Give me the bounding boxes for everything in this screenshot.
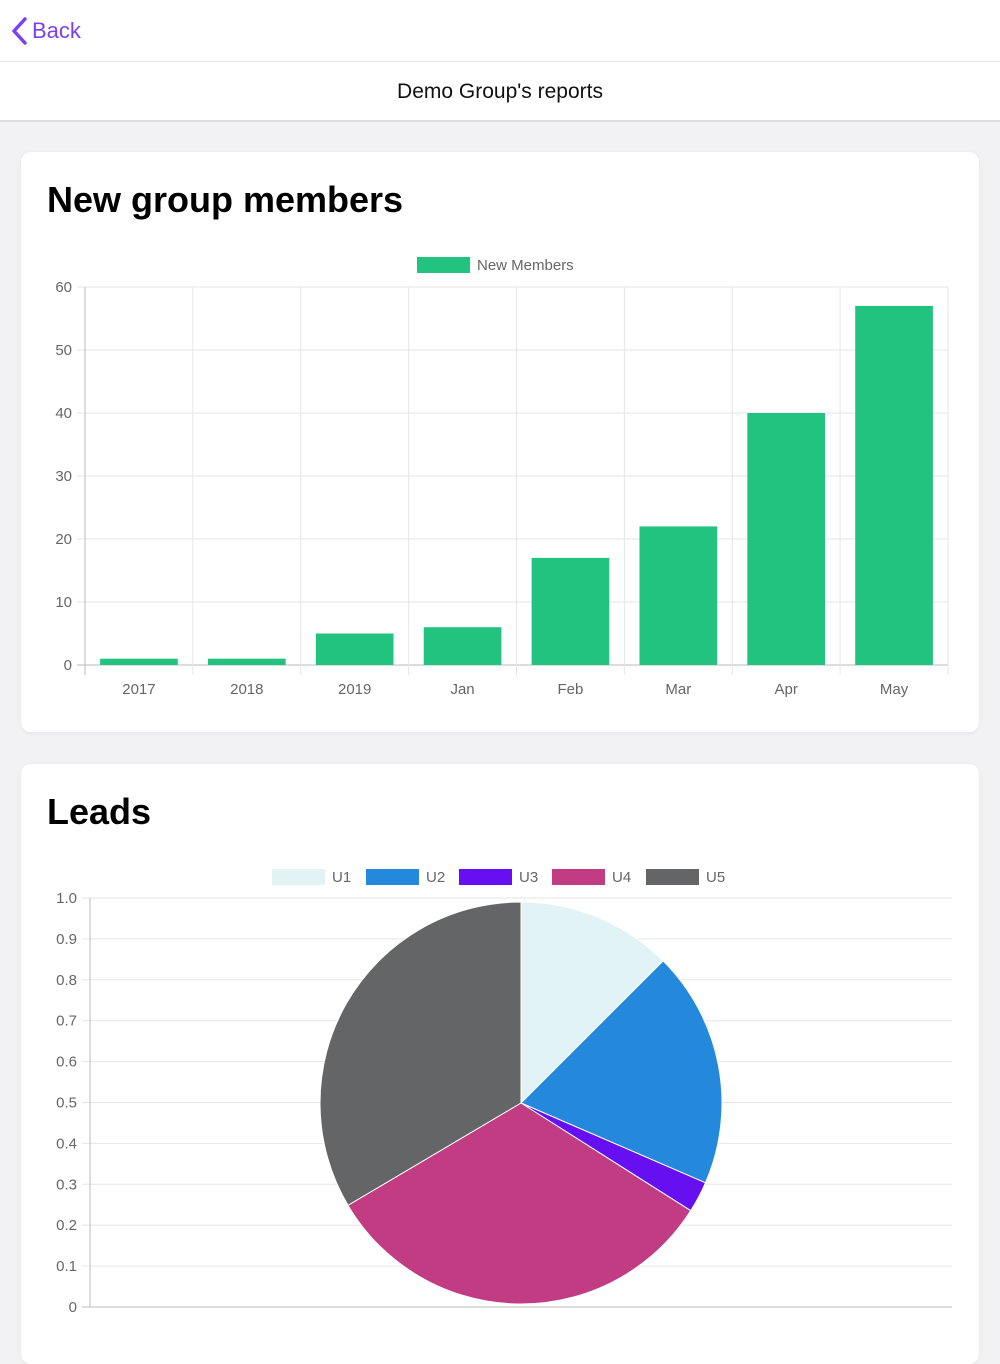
- back-button[interactable]: Back: [10, 14, 81, 48]
- legend-label-u4: U4: [612, 869, 631, 886]
- pie-y-tick-label: 0.5: [56, 1095, 77, 1112]
- pie-y-tick-label: 0.8: [56, 972, 77, 989]
- legend-label-u5: U5: [706, 869, 725, 886]
- bar-y-tick-label: 50: [55, 342, 72, 359]
- pie-chart-legend: U1 U2 U3 U4 U5: [272, 869, 725, 886]
- new-members-bar-chart: New Members 0 10 20 30 40 50 60 2017 2018 2019 Jan F…: [55, 257, 949, 698]
- bar-y-tick-label: 10: [55, 594, 72, 611]
- pie-y-tick-label: 0.2: [56, 1217, 77, 1234]
- bar-2019: [315, 633, 394, 665]
- bar-y-tick-label: 0: [64, 657, 72, 674]
- legend-swatch-new-members: [417, 257, 470, 273]
- pie-y-tick-label: 0.3: [56, 1176, 77, 1193]
- legend-swatch-u4: [552, 869, 605, 885]
- bar-2017: [100, 658, 178, 665]
- new-members-card: New group members New Members 0 10 20 30 40 50…: [21, 152, 979, 732]
- bar-x-tick-label: May: [880, 681, 909, 698]
- bar-x-tick-label: Mar: [665, 681, 691, 698]
- legend-label-u1: U1: [332, 869, 351, 886]
- bar-chart-legend: New Members: [417, 257, 574, 274]
- leads-pie-chart: U1 U2 U3 U4 U5 0 0.1 0.2 0.3 0.4 0.5 0.6 0.7 0.8 0.9 1.…: [56, 869, 952, 1316]
- pie-y-tick-label: 0.1: [56, 1258, 77, 1275]
- chevron-left-icon: [12, 17, 27, 45]
- bar-y-tick-label: 60: [55, 279, 72, 296]
- bar-x-tick-label: 2019: [338, 681, 371, 698]
- legend-swatch-u1: [272, 869, 325, 885]
- pie-y-tick-label: 0: [69, 1299, 77, 1316]
- bar-mar: [639, 526, 718, 665]
- legend-swatch-u2: [366, 869, 419, 885]
- legend-swatch-u5: [646, 869, 699, 885]
- new-members-card-title: New group members: [47, 179, 404, 220]
- pie-slice-u4: [347, 1102, 692, 1305]
- bar-y-tick-label: 40: [55, 405, 72, 422]
- bar-jan: [423, 627, 502, 665]
- leads-card: Leads U1 U2 U3 U4 U5 0 0.1 0.2 0.3 0.4 0.5 0.6 0.7 0.…: [21, 764, 979, 1364]
- pie-slice-u1: [520, 901, 664, 1105]
- pie-slice-u2: [520, 960, 723, 1184]
- bar-x-tick-label: Feb: [558, 681, 584, 698]
- bar-y-tick-label: 20: [55, 531, 72, 548]
- legend-label-new-members: New Members: [477, 257, 574, 274]
- pie-y-tick-label: 0.7: [56, 1013, 77, 1030]
- back-label: Back: [32, 18, 81, 43]
- pie-y-tick-label: 0.6: [56, 1054, 77, 1071]
- leads-card-title: Leads: [47, 791, 152, 832]
- pie-y-tick-label: 1.0: [56, 890, 77, 907]
- legend-label-u2: U2: [426, 869, 445, 886]
- bar-x-tick-label: Apr: [775, 681, 798, 698]
- bar-x-tick-label: 2018: [230, 681, 263, 698]
- page-title: Demo Group's reports: [0, 62, 1000, 122]
- bar-2018: [207, 658, 286, 665]
- bar-feb: [531, 557, 610, 665]
- bar-may: [855, 305, 933, 665]
- bar-x-tick-label: Jan: [450, 681, 474, 698]
- pie-y-tick-label: 0.9: [56, 931, 77, 948]
- legend-swatch-u3: [459, 869, 512, 885]
- bar-x-tick-label: 2017: [122, 681, 155, 698]
- bar-apr: [747, 413, 826, 665]
- pie-y-tick-label: 0.4: [56, 1135, 77, 1152]
- legend-label-u3: U3: [519, 869, 538, 886]
- top-nav-bar: Back: [0, 0, 1000, 62]
- pie-slice-u5: [319, 901, 522, 1207]
- bar-y-tick-label: 30: [55, 468, 72, 485]
